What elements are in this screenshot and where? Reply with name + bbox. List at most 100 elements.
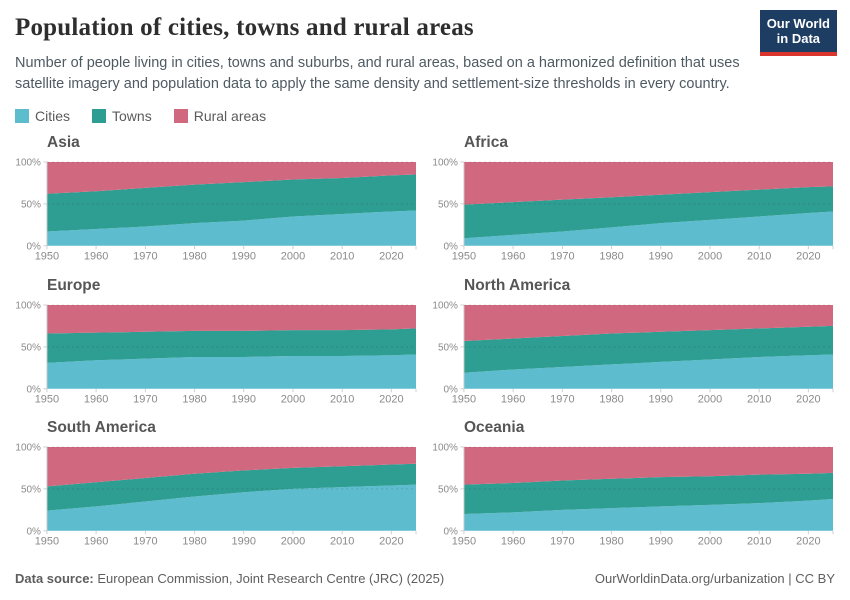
- y-tick-label: 50%: [21, 485, 41, 496]
- x-tick-label: 1950: [452, 251, 476, 263]
- legend-item-towns: Towns: [92, 108, 152, 124]
- x-tick-label: 1980: [182, 393, 206, 405]
- x-tick-label: 2010: [747, 393, 771, 405]
- chart-region-title: Europe: [47, 276, 101, 294]
- x-tick-label: 2000: [698, 393, 722, 405]
- x-tick-label: 1990: [232, 536, 256, 548]
- area-towns: [463, 186, 833, 239]
- x-tick-label: 2000: [281, 393, 305, 405]
- chart-plot: 0% 50% 100% 1950 1960 1970 1980 1990 2000 2010 202…: [15, 300, 417, 405]
- x-tick-label: 1980: [599, 536, 623, 548]
- chart-region-title: Africa: [464, 134, 508, 152]
- x-tick-label: 1960: [501, 393, 525, 405]
- x-tick-label: 1970: [133, 393, 157, 405]
- x-tick-label: 2010: [747, 251, 771, 263]
- owid-logo-line1: Our World: [766, 16, 830, 31]
- footer: Data source: European Commission, Joint …: [0, 571, 850, 600]
- x-tick-label: 1990: [649, 536, 673, 548]
- area-rural-areas: [46, 162, 416, 194]
- x-tick-label: 1970: [550, 536, 574, 548]
- data-source: Data source: European Commission, Joint …: [15, 571, 444, 586]
- y-tick-label: 100%: [432, 158, 458, 169]
- area-cities: [46, 210, 416, 246]
- x-tick-label: 2020: [796, 393, 820, 405]
- x-tick-label: 2000: [281, 251, 305, 263]
- x-tick-label: 2000: [698, 536, 722, 548]
- x-tick-label: 1980: [599, 251, 623, 263]
- charts-grid: Asia 0% 50% 100% 1950 1960 1970 1980 1990 2000 201…: [0, 124, 850, 551]
- rural-areas-swatch-icon: [173, 109, 188, 124]
- chart-south-america: South America 0% 50% 100% 1950 1960 1970 1980 19…: [15, 419, 418, 551]
- y-tick-label: 50%: [438, 342, 458, 353]
- x-tick-label: 1960: [501, 536, 525, 548]
- x-tick-label: 1970: [133, 536, 157, 548]
- area-towns: [46, 174, 416, 232]
- chart-plot: 0% 50% 100% 1950 1960 1970 1980 1990 2000 2010 202…: [15, 158, 417, 263]
- chart-oceania: Oceania 0% 50% 100% 1950 1960 1970 1980 1990 2000…: [432, 419, 835, 551]
- page-title: Population of cities, towns and rural ar…: [15, 14, 474, 41]
- legend-label: Rural areas: [193, 108, 267, 125]
- area-rural-areas: [46, 304, 416, 334]
- chart-plot: 0% 50% 100% 1950 1960 1970 1980 1990 2000 2010 202…: [432, 300, 834, 405]
- y-tick-label: 0%: [444, 527, 459, 538]
- x-tick-label: 1950: [35, 251, 59, 263]
- area-towns: [463, 325, 833, 373]
- x-tick-label: 2010: [330, 393, 354, 405]
- x-tick-label: 2010: [330, 251, 354, 263]
- y-tick-label: 100%: [15, 158, 41, 169]
- x-tick-label: 1990: [232, 393, 256, 405]
- x-tick-label: 1950: [452, 393, 476, 405]
- y-tick-label: 100%: [15, 300, 41, 311]
- area-cities: [463, 499, 833, 532]
- x-tick-label: 1970: [550, 251, 574, 263]
- y-tick-label: 0%: [27, 384, 42, 395]
- x-tick-label: 1980: [182, 251, 206, 263]
- area-towns: [463, 473, 833, 515]
- x-tick-label: 2020: [796, 536, 820, 548]
- x-tick-label: 1970: [550, 393, 574, 405]
- x-tick-label: 1960: [84, 251, 108, 263]
- x-tick-label: 2000: [281, 536, 305, 548]
- owid-logo-line2: in Data: [776, 31, 821, 47]
- y-tick-label: 100%: [15, 443, 41, 454]
- towns-swatch-icon: [92, 109, 107, 124]
- x-tick-label: 1950: [452, 536, 476, 548]
- x-tick-label: 2010: [747, 536, 771, 548]
- chart-plot: 0% 50% 100% 1950 1960 1970 1980 1990 2000 2010 202…: [432, 443, 834, 548]
- x-tick-label: 1980: [182, 536, 206, 548]
- y-tick-label: 100%: [432, 300, 458, 311]
- x-tick-label: 1960: [84, 536, 108, 548]
- legend-label: Cities: [35, 108, 71, 125]
- x-tick-label: 2020: [379, 251, 403, 263]
- legend: Cities Towns Rural areas: [15, 108, 835, 124]
- x-tick-label: 1980: [599, 393, 623, 405]
- data-source-label: Data source:: [15, 571, 94, 586]
- y-tick-label: 0%: [444, 241, 459, 252]
- x-tick-label: 1990: [649, 251, 673, 263]
- chart-asia: Asia 0% 50% 100% 1950 1960 1970 1980 1990 2000 201…: [15, 134, 418, 266]
- chart-region-title: South America: [47, 419, 156, 437]
- area-rural-areas: [463, 447, 833, 486]
- y-tick-label: 0%: [27, 527, 42, 538]
- x-tick-label: 2010: [330, 536, 354, 548]
- y-tick-label: 0%: [27, 241, 42, 252]
- cities-swatch-icon: [15, 109, 29, 124]
- chart-region-title: Oceania: [464, 419, 525, 437]
- area-rural-areas: [463, 304, 833, 341]
- area-cities: [463, 211, 833, 246]
- area-towns: [46, 464, 416, 512]
- area-rural-areas: [46, 447, 416, 487]
- x-tick-label: 1960: [501, 251, 525, 263]
- chart-subtitle: Number of people living in cities, towns…: [15, 55, 740, 93]
- legend-item-cities: Cities: [15, 108, 70, 124]
- credit-link[interactable]: OurWorldinData.org/urbanization | CC BY: [594, 571, 835, 586]
- area-rural-areas: [463, 162, 833, 205]
- y-tick-label: 50%: [438, 199, 458, 210]
- x-tick-label: 1950: [35, 393, 59, 405]
- owid-logo[interactable]: Our World in Data: [759, 10, 837, 56]
- area-cities: [46, 354, 416, 389]
- chart-europe: Europe 0% 50% 100% 1950 1960 1970 1980 1990 2000 2…: [15, 277, 418, 409]
- x-tick-label: 2000: [698, 251, 722, 263]
- x-tick-label: 1950: [35, 536, 59, 548]
- y-tick-label: 50%: [438, 485, 458, 496]
